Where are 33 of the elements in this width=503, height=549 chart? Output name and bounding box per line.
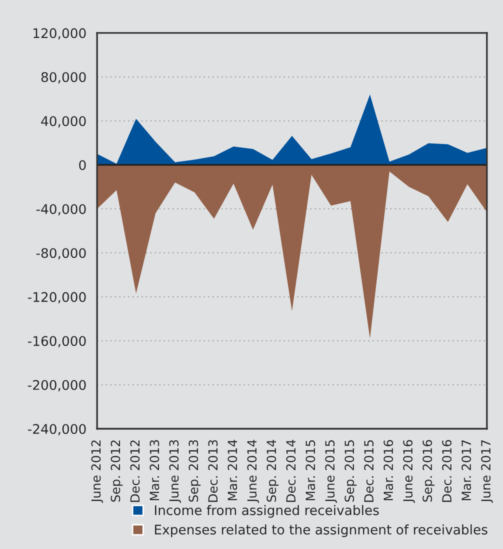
y-tick-label: -160,000	[28, 336, 86, 348]
x-tick-label: June 2015	[325, 440, 337, 503]
x-tick-label: June 2017	[481, 440, 493, 503]
y-tick-label: 80,000	[41, 72, 86, 84]
x-tick-label: Mar. 2016	[384, 440, 394, 500]
x-tick-label: Dec. 2015	[364, 440, 374, 502]
x-tick-label: Dec. 2016	[442, 440, 452, 502]
x-tick-label: June 2016	[403, 440, 415, 503]
y-tick-label: -240,000	[28, 424, 86, 436]
y-tick-label: -40,000	[36, 204, 86, 216]
x-tick-label: Dec. 2012	[130, 440, 140, 502]
legend-label: Expenses related to the assignment of receivables	[155, 524, 488, 538]
x-tick-label: June 2012	[91, 440, 104, 503]
x-tick-label: Sep. 2012	[110, 440, 123, 502]
y-tick-label: -120,000	[28, 292, 86, 304]
x-tick-label: Dec. 2014	[286, 440, 296, 502]
legend-label: Income from assigned receivables	[155, 504, 379, 518]
x-tick-label: Mar. 2013	[150, 440, 160, 500]
x-tick-label: June 2014	[247, 440, 259, 503]
x-tick-label: Sep. 2015	[344, 440, 357, 502]
x-tick-label: Sep. 2014	[266, 440, 279, 502]
x-tick-label: Mar. 2014	[228, 440, 238, 500]
y-tick-label: 0	[79, 160, 86, 170]
x-tick-label: Mar. 2017	[462, 440, 472, 500]
x-tick-label: June 2013	[169, 440, 181, 503]
x-tick-label: Sep. 2016	[422, 440, 434, 502]
x-tick-label: Dec. 2013	[208, 440, 218, 502]
y-tick-label: -200,000	[28, 380, 86, 392]
x-tick-label: Mar. 2015	[306, 440, 316, 500]
y-tick-label: 120,000	[34, 28, 86, 40]
x-tick-label: Sep. 2013	[188, 440, 201, 502]
y-tick-label: -80,000	[36, 248, 86, 260]
y-tick-label: 40,000	[41, 116, 86, 128]
